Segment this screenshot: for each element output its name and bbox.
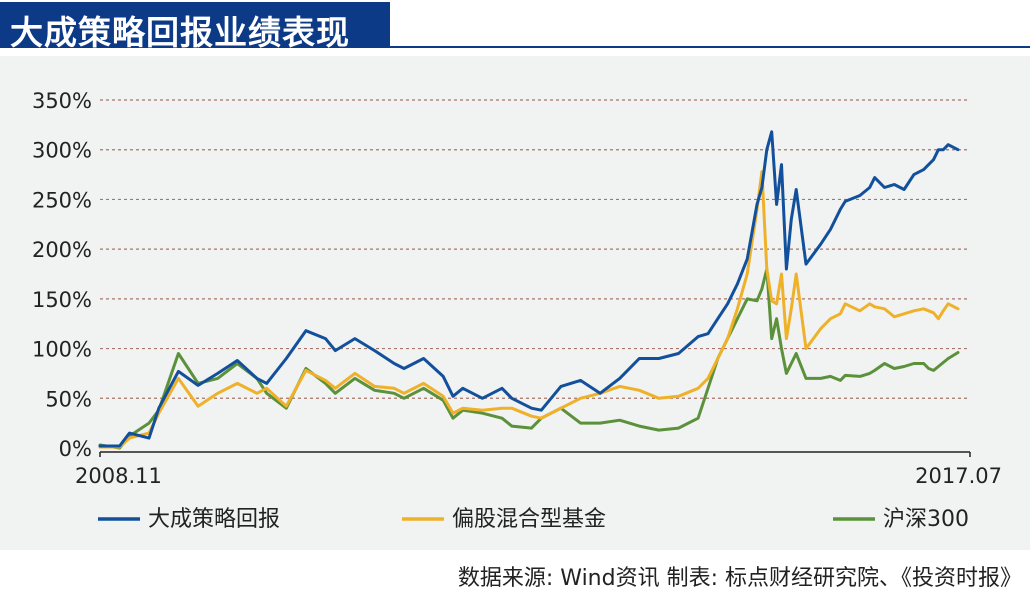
legend: 大成策略回报 偏股混合型基金 沪深300 bbox=[98, 507, 969, 532]
chart-title: 大成策略回报业绩表现 bbox=[10, 13, 350, 52]
y-tick-label-100: 100% bbox=[32, 338, 92, 362]
series-line-1 bbox=[98, 170, 960, 449]
title-rule bbox=[390, 46, 1030, 48]
legend-label-1: 偏股混合型基金 bbox=[452, 507, 606, 532]
chart-panel: 0% 50% 100% 150% 200% 250% 300% 350% 2008.11 20… bbox=[0, 56, 1030, 550]
y-tick-label-0: 0% bbox=[59, 437, 92, 461]
legend-label-2: 沪深300 bbox=[883, 507, 969, 532]
y-tick-label-350: 350% bbox=[32, 89, 92, 113]
y-tick-label-250: 250% bbox=[32, 188, 92, 212]
title-bar: 大成策略回报业绩表现 bbox=[0, 0, 1030, 52]
title-block: 大成策略回报业绩表现 bbox=[0, 2, 390, 52]
y-tick-label-200: 200% bbox=[32, 238, 92, 262]
y-tick-labels: 0% 50% 100% 150% 200% 250% 300% 350% bbox=[32, 89, 92, 461]
y-tick-label-50: 50% bbox=[45, 387, 92, 411]
source-note: 数据来源: Wind资讯 制表: 标点财经研究院、《投资时报》 bbox=[457, 566, 1022, 591]
series-lines bbox=[98, 130, 960, 450]
legend-label-0: 大成策略回报 bbox=[148, 507, 280, 532]
y-tick-label-300: 300% bbox=[32, 139, 92, 163]
x-tick-label-end: 2017.07 bbox=[915, 464, 1002, 488]
grid-lines bbox=[100, 99, 970, 399]
line-chart: 0% 50% 100% 150% 200% 250% 300% 350% 2008.11 20… bbox=[32, 89, 1002, 532]
series-line-0 bbox=[98, 130, 960, 448]
y-tick-label-150: 150% bbox=[32, 288, 92, 312]
x-tick-label-start: 2008.11 bbox=[75, 464, 162, 488]
series-line-2 bbox=[98, 267, 960, 450]
